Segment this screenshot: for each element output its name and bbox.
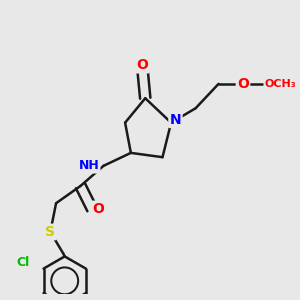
Text: N: N	[169, 113, 181, 127]
Text: OCH₃: OCH₃	[265, 79, 296, 89]
Text: O: O	[237, 77, 249, 91]
Text: NH: NH	[79, 159, 99, 172]
Text: O: O	[136, 58, 148, 72]
Text: Cl: Cl	[17, 256, 30, 269]
Text: O: O	[92, 202, 104, 216]
Text: S: S	[45, 225, 55, 239]
